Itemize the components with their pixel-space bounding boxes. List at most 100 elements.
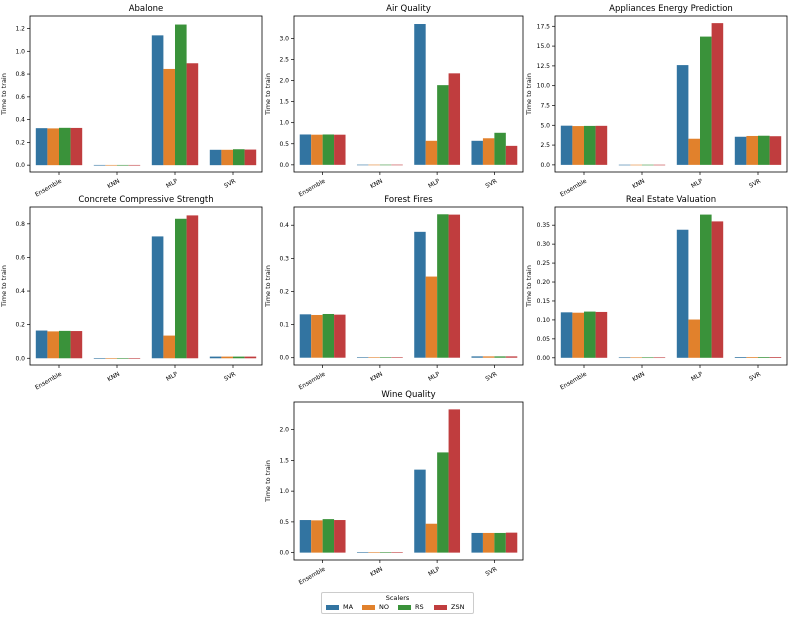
bar (758, 357, 770, 358)
y-tick-label: 0.4 (15, 288, 25, 295)
bar (175, 24, 187, 166)
y-tick-label: 0.6 (15, 94, 25, 101)
bar (584, 311, 596, 358)
bar (688, 319, 700, 358)
bar (746, 357, 758, 358)
chart-panel-2: 0.0 0.5 1.0 1.5 2.0 2.5 3.0 Ensemble KNN MLP SVR Ai… (264, 4, 524, 199)
x-tick-label: KNN (106, 371, 121, 384)
bar (642, 164, 654, 166)
bar (391, 164, 403, 166)
y-tick-label: 0.3 (279, 255, 289, 262)
bar (758, 135, 770, 165)
x-tick-label: SVR (748, 371, 762, 383)
plot-frame (293, 15, 524, 173)
x-tick-label: KNN (369, 566, 384, 579)
bar (356, 164, 369, 166)
bar (105, 164, 117, 166)
bar (494, 532, 506, 553)
y-tick-label: 0.4 (279, 222, 289, 229)
legend-label: ZSN (451, 603, 465, 611)
x-tick-label: MLP (690, 177, 704, 189)
legend-item-ma: MA (326, 603, 362, 611)
legend-label: MA (343, 603, 354, 611)
chart-title: Forest Fires (384, 195, 433, 205)
bar (368, 164, 380, 166)
bar (676, 229, 689, 358)
chart-title: Concrete Compressive Strength (78, 195, 213, 205)
legend-label: NO (379, 603, 389, 611)
legend-swatch (326, 604, 339, 610)
bar (414, 24, 426, 165)
bar (151, 35, 164, 166)
bar (494, 132, 506, 165)
x-tick-label: KNN (369, 178, 384, 191)
y-tick-label: 0.0 (15, 162, 25, 169)
bar (128, 164, 141, 166)
bar (425, 140, 438, 165)
y-tick-label: 0.05 (537, 336, 551, 343)
x-tick-label: Ensemble (34, 178, 63, 199)
y-tick-label: 0.0 (279, 550, 289, 557)
y-tick-label: 0.15 (537, 298, 551, 305)
chart-panel-4: 0.0 0.2 0.4 0.6 0.8 Ensemble KNN MLP SVR Concrete… (0, 195, 263, 391)
legend-label: RS (415, 603, 424, 611)
bar (35, 128, 48, 166)
bar (471, 356, 483, 358)
y-tick-label: 1.2 (15, 26, 25, 33)
bar (209, 356, 222, 359)
plot-frame (29, 206, 263, 366)
bar (769, 136, 782, 165)
bar (356, 357, 369, 358)
y-tick-label: 0.30 (537, 241, 551, 248)
chart-title: Real Estate Valuation (626, 195, 716, 205)
bar (746, 135, 758, 165)
legend-swatch (398, 604, 411, 610)
bar (59, 330, 71, 359)
bar (322, 519, 335, 553)
bar (311, 134, 323, 165)
x-tick-label: Ensemble (298, 371, 327, 392)
y-tick-label: 0.2 (15, 322, 25, 329)
bar (653, 164, 666, 166)
y-tick-label: 0.5 (279, 519, 289, 526)
bar (425, 276, 438, 358)
y-tick-label: 2.0 (279, 427, 289, 434)
x-tick-label: SVR (748, 178, 762, 190)
y-axis-label: Time to train (525, 265, 533, 308)
bar (560, 125, 573, 165)
bar (368, 552, 380, 553)
y-tick-label: 0.6 (15, 254, 25, 261)
bar (505, 532, 518, 553)
bar (437, 214, 449, 358)
x-tick-label: Ensemble (298, 566, 327, 587)
bar (186, 63, 199, 166)
legend-swatch (362, 604, 375, 610)
x-tick-label: Ensemble (298, 178, 327, 199)
y-tick-label: 0.4 (15, 117, 25, 124)
bar (322, 313, 335, 358)
bar (311, 314, 323, 358)
chart-panel-1: 0.0 0.2 0.4 0.6 0.8 1.0 1.2 Ensemble KNN MLP SVR Ab… (0, 4, 263, 199)
y-tick-label: 3.0 (279, 35, 289, 42)
bar (572, 312, 584, 358)
legend-item-no: NO (362, 603, 398, 611)
bar (334, 314, 346, 358)
bar (700, 214, 712, 358)
x-tick-label: MLP (165, 370, 179, 382)
legend-item-rs: RS (398, 603, 434, 611)
x-tick-label: MLP (165, 177, 179, 189)
bar (368, 357, 380, 358)
bar (630, 357, 642, 359)
y-axis-label: Time to train (0, 265, 8, 308)
bar (93, 358, 106, 359)
y-tick-label: 0.0 (540, 162, 550, 169)
bar (186, 215, 199, 359)
y-axis-label: Time to train (264, 73, 272, 116)
y-axis-label: Time to train (264, 460, 272, 503)
y-tick-label: 0.0 (279, 355, 289, 362)
bar (437, 452, 449, 553)
chart-panel-3: 0.0 2.5 5.0 7.5 10.0 12.5 15.0 17.5 Ensemble KNN M… (525, 4, 788, 198)
bar (595, 311, 608, 358)
bar (653, 357, 666, 359)
